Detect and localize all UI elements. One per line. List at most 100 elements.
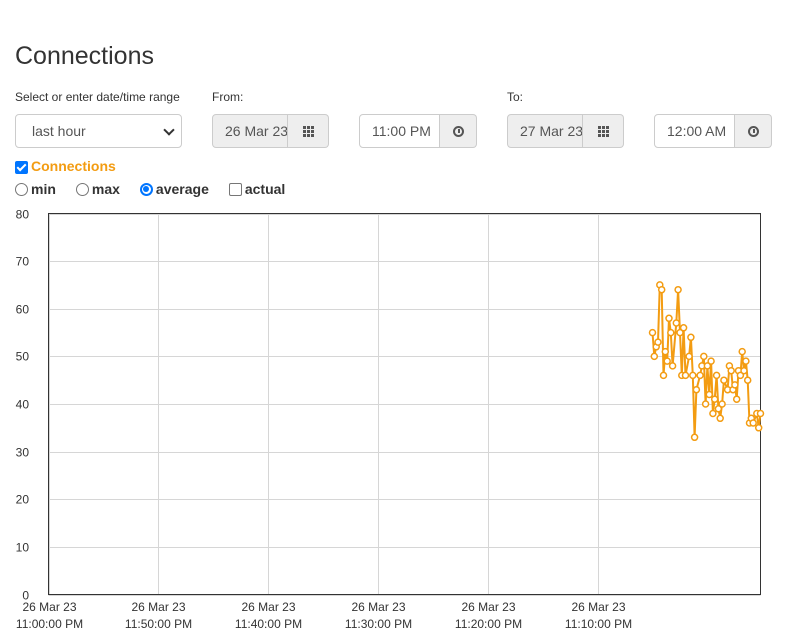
to-date-picker-button[interactable] [583, 114, 624, 148]
plot-frame [48, 213, 761, 595]
data-point [692, 385, 701, 394]
clock-icon [452, 125, 464, 137]
data-point [709, 409, 717, 418]
mode-actual-label: actual [244, 181, 286, 197]
mode-min-label: min [31, 181, 56, 197]
data-point [707, 357, 715, 365]
to-date-input[interactable]: 27 Mar 23 [507, 114, 583, 148]
series-points-connections [648, 281, 765, 442]
data-point [742, 357, 750, 365]
x-tick-time-label: 11:50:00 PM [125, 617, 192, 631]
from-time-picker-button[interactable] [440, 114, 477, 148]
data-point [705, 390, 714, 399]
y-tick-label: 70 [16, 255, 30, 269]
to-label: To: [507, 90, 524, 104]
x-tick-date-label: 26 Mar 23 [131, 600, 185, 614]
data-point [754, 424, 763, 432]
x-tick-time-label: 11:40:00 PM [235, 617, 302, 631]
mode-actual-option[interactable]: actual [228, 181, 286, 197]
chevron-down-icon [163, 124, 175, 136]
y-tick-label: 80 [16, 208, 30, 222]
page-title: Connections [15, 42, 154, 70]
to-time-input[interactable]: 12:00 AM [654, 114, 735, 148]
y-tick-label: 10 [16, 541, 30, 555]
data-point [659, 371, 668, 380]
x-tick-time-label: 11:20:00 PM [455, 617, 522, 631]
y-tick-label: 40 [16, 398, 30, 412]
data-point [654, 338, 662, 346]
mode-min-radio[interactable] [15, 182, 28, 196]
y-tick-label: 30 [16, 446, 30, 460]
data-point [703, 362, 712, 370]
data-point [663, 357, 671, 365]
data-point [736, 371, 745, 380]
y-tick-label: 50 [16, 350, 30, 364]
x-tick-date-label: 26 Mar 23 [571, 600, 625, 614]
data-point [650, 352, 659, 361]
range-select-value: last hour [32, 123, 86, 139]
data-point [738, 347, 746, 356]
x-tick-time-label: 11:30:00 PM [345, 617, 412, 631]
range-label: Select or enter date/time range [15, 90, 180, 104]
data-point [687, 333, 695, 342]
data-point [710, 395, 719, 403]
connections-toggle[interactable]: Connections [15, 158, 116, 174]
mode-average-label: average [155, 181, 209, 197]
data-point [657, 285, 666, 294]
data-point [668, 362, 677, 370]
data-point [661, 347, 670, 356]
data-point [679, 324, 688, 332]
to-time-value: 12:00 AM [667, 123, 727, 139]
range-select[interactable]: last hour [15, 114, 182, 148]
connections-label: Connections [31, 158, 116, 174]
x-tick-date-label: 26 Mar 23 [461, 600, 515, 614]
connections-checkbox[interactable] [15, 161, 28, 174]
data-point [714, 405, 723, 413]
y-axis-ticks: 0 10 20 30 40 50 60 70 80 [16, 208, 30, 603]
x-axis-ticks: 26 Mar 23 11:00:00 PM 26 Mar 23 11:10:00 PM… [16, 600, 632, 631]
y-tick-label: 0 [22, 589, 29, 603]
data-point [716, 414, 724, 423]
data-point [740, 366, 748, 375]
data-point [731, 381, 739, 389]
clock-icon [747, 125, 759, 137]
x-tick-date-label: 26 Mar 23 [351, 600, 405, 614]
from-time-value: 11:00 PM [372, 123, 431, 139]
mode-max-label: max [91, 181, 120, 197]
data-point [685, 352, 693, 361]
mode-average-option[interactable]: average [139, 181, 209, 197]
to-time-picker-button[interactable] [735, 114, 772, 148]
from-date-input[interactable]: 26 Mar 23 [212, 114, 288, 148]
data-point [712, 371, 721, 380]
data-point [749, 419, 757, 427]
from-time-input[interactable]: 11:00 PM [359, 114, 440, 148]
mode-min-option[interactable]: min [15, 181, 56, 197]
calendar-grid-icon [597, 125, 609, 137]
data-point [756, 409, 765, 418]
data-point [743, 376, 752, 384]
data-point [667, 328, 675, 337]
chart-grid [48, 213, 761, 596]
data-point [672, 319, 681, 327]
x-tick-time-label: 11:10:00 PM [565, 617, 632, 631]
data-point [689, 371, 697, 380]
data-point [676, 328, 684, 337]
data-point [665, 314, 673, 323]
mode-average-radio[interactable] [139, 182, 153, 196]
data-point [718, 400, 726, 408]
data-point [727, 366, 735, 375]
data-point [690, 433, 699, 442]
from-date-picker-button[interactable] [288, 114, 329, 148]
mode-max-option[interactable]: max [75, 181, 120, 197]
to-date-value: 27 Mar 23 [520, 123, 583, 139]
x-tick-date-label: 26 Mar 23 [22, 600, 76, 614]
x-tick-date-label: 26 Mar 23 [241, 600, 295, 614]
aggregation-mode-group: min max average actual [15, 181, 305, 197]
data-point [696, 371, 704, 380]
mode-actual-checkbox[interactable] [228, 182, 242, 196]
x-tick-time-label: 11:00:00 PM [16, 617, 83, 631]
mode-max-radio[interactable] [75, 182, 89, 196]
y-tick-label: 60 [16, 303, 30, 317]
data-point [720, 376, 728, 384]
